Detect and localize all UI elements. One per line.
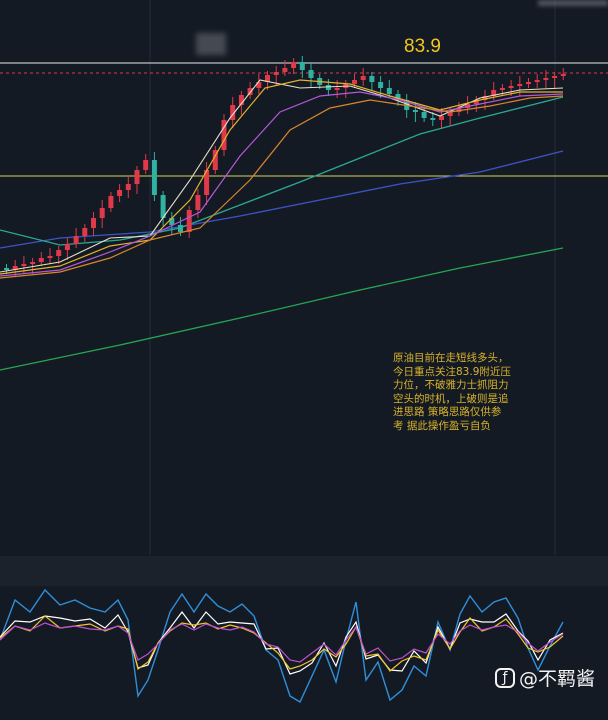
ma-magenta-line xyxy=(0,91,564,277)
candle-body-57 xyxy=(499,88,505,90)
candle-body-56 xyxy=(491,90,497,96)
candle-body-22 xyxy=(195,195,201,210)
watermark: ƒ @不羁酱 xyxy=(495,664,595,691)
candle-body-29 xyxy=(256,82,262,88)
candle-body-41 xyxy=(360,76,366,80)
candle-body-47 xyxy=(412,110,418,112)
candle-body-2 xyxy=(21,264,27,266)
candle-body-23 xyxy=(204,170,210,195)
candle-body-33 xyxy=(291,62,297,68)
ma-yellow-line xyxy=(0,79,563,275)
candle-body-1 xyxy=(12,266,18,270)
candle-body-55 xyxy=(482,96,488,100)
candle-body-61 xyxy=(534,80,540,82)
candle-body-31 xyxy=(273,72,279,75)
candle-body-58 xyxy=(508,86,514,88)
candle-body-7 xyxy=(64,244,70,250)
candle-body-60 xyxy=(526,82,531,84)
candle-body-3 xyxy=(30,262,36,264)
candle-body-10 xyxy=(91,218,96,228)
candle-body-43 xyxy=(378,82,384,88)
candle-body-34 xyxy=(299,62,305,70)
candle-body-54 xyxy=(473,100,479,104)
candle-body-24 xyxy=(212,150,218,170)
candle-body-19 xyxy=(169,218,175,225)
resistance-level-label: 83.9 xyxy=(404,36,441,57)
candle-body-5 xyxy=(47,256,53,258)
candle-body-18 xyxy=(160,195,166,218)
candle-body-14 xyxy=(125,184,131,190)
candle-body-21 xyxy=(186,210,192,232)
candle-body-40 xyxy=(352,80,357,84)
ma-green-line xyxy=(0,247,564,371)
candle-body-26 xyxy=(230,105,236,120)
weibo-icon: ƒ xyxy=(495,667,515,688)
candle-body-16 xyxy=(143,160,149,170)
candle-body-13 xyxy=(117,190,123,196)
candle-body-62 xyxy=(543,78,549,80)
candle-body-12 xyxy=(108,196,114,208)
candle-body-50 xyxy=(439,116,444,120)
candle-body-8 xyxy=(73,236,79,244)
candle-body-25 xyxy=(221,120,227,150)
candle-body-37 xyxy=(325,85,331,90)
candle-body-49 xyxy=(430,118,436,120)
candle-body-11 xyxy=(99,208,105,218)
candle-body-32 xyxy=(282,68,288,72)
candle-body-20 xyxy=(178,225,183,232)
indicator-separator xyxy=(0,556,608,586)
kdj-d-line xyxy=(0,615,564,672)
candle-body-9 xyxy=(82,228,88,236)
ma-orange-line xyxy=(0,95,564,279)
analysis-note: 原油目前在走短线多头，今日重点关注83.9附近压力位，不破雅力士抓阻力空头的时机… xyxy=(393,352,511,432)
blurred-label xyxy=(196,33,226,55)
watermark-text: @不羁酱 xyxy=(519,668,596,690)
candle-body-45 xyxy=(395,94,401,100)
candle-body-35 xyxy=(308,70,314,78)
candle-body-0 xyxy=(4,268,9,270)
candle-body-42 xyxy=(369,76,375,82)
candle-body-30 xyxy=(265,75,270,82)
candle-body-59 xyxy=(517,84,523,86)
candle-body-4 xyxy=(38,258,44,262)
kdj-j-line xyxy=(0,588,564,704)
candle-body-64 xyxy=(560,74,566,76)
candle-body-52 xyxy=(456,108,462,112)
candle-body-38 xyxy=(334,88,340,90)
candle-body-44 xyxy=(386,88,392,94)
kdj-4-line xyxy=(0,622,564,663)
candle-body-15 xyxy=(134,170,140,184)
blurred-header-text xyxy=(538,0,608,6)
candle-body-6 xyxy=(56,250,62,256)
candle-body-27 xyxy=(238,95,244,105)
kdj-k-line xyxy=(0,611,564,675)
candle-body-17 xyxy=(151,160,157,195)
candle-body-48 xyxy=(421,112,427,118)
ma-teal-line xyxy=(0,96,564,246)
candle-body-28 xyxy=(247,88,253,95)
candle-body-63 xyxy=(552,76,558,78)
candle-body-51 xyxy=(447,112,453,116)
